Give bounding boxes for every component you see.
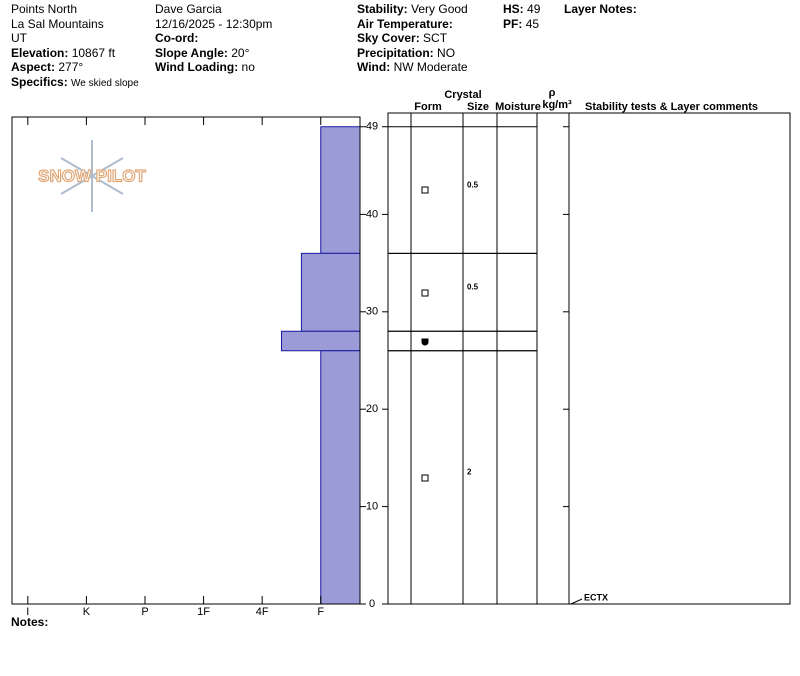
field-label: Wind: [357, 60, 391, 75]
y-tick-label: 30 [366, 306, 378, 318]
x-tick-label: 1F [197, 606, 210, 618]
header-field: UT [11, 31, 27, 45]
x-tick-label: I [26, 606, 29, 618]
y-tick-label: 40 [366, 208, 378, 220]
field-value: NO [437, 45, 456, 60]
field-label: Slope Angle: [155, 45, 228, 60]
field-value: Very Good [411, 2, 468, 16]
test-arrow [570, 598, 583, 605]
field-value: Points North [11, 2, 78, 16]
field-value: 20° [231, 45, 250, 60]
field-label: Elevation: [11, 45, 69, 60]
field-value: We skied slope [71, 78, 139, 89]
notes-label: Notes: [11, 615, 48, 629]
col-header: Moisture [495, 101, 541, 113]
col-header: Stability tests & Layer comments [585, 101, 758, 113]
y-tick-label: 49 [366, 121, 378, 133]
header-field: Precipitation: NO [357, 46, 455, 60]
field-label: Specifics: [11, 75, 68, 89]
field-label: Sky Cover: [357, 31, 420, 46]
y-tick-label: 0 [369, 598, 375, 610]
hardness-bar [320, 350, 361, 605]
logo-text: SNOW PILOT [38, 166, 146, 185]
hardness-bar [280, 330, 361, 352]
y-tick-label: 20 [366, 403, 378, 415]
col-header: Form [414, 101, 442, 113]
header-field: Slope Angle: 20° [155, 46, 249, 60]
form-symbols [421, 186, 429, 482]
header-field: Aspect: 277° [11, 60, 83, 74]
col-header: ρ [549, 87, 556, 99]
field-value: SCT [423, 31, 448, 46]
field-value: no [241, 60, 255, 75]
field-label: HS: [503, 2, 524, 16]
header-field: Stability: Very Good [357, 2, 468, 16]
test-label: ECTX [584, 592, 608, 602]
header-field: Co-ord: [155, 31, 198, 45]
hardness-bar [320, 126, 361, 254]
field-value: 49 [527, 2, 541, 16]
header-field: Elevation: 10867 ft [11, 46, 115, 60]
header-field: Dave Garcia [155, 2, 222, 16]
field-value: UT [11, 31, 27, 46]
field-value: 12/16/2025 - 12:30pm [155, 16, 273, 31]
header-field: Points North [11, 2, 77, 16]
field-label: PF: [503, 16, 523, 31]
field-label: Co-ord: [155, 31, 199, 46]
col-header: Crystal [444, 89, 481, 101]
x-tick-label: 4F [256, 606, 269, 618]
field-label: Wind Loading: [155, 60, 239, 75]
crystal-size: 0.5 [467, 283, 479, 292]
col-header: kg/m³ [542, 99, 572, 111]
header-field: Wind: NW Moderate [357, 60, 468, 74]
logo [60, 140, 124, 212]
header-field: 12/16/2025 - 12:30pm [155, 17, 272, 31]
plot-frame [11, 116, 361, 605]
crystal-size: 0.5 [467, 180, 479, 189]
x-tick-label: K [83, 606, 91, 618]
header-field: Air Temperature: [357, 17, 453, 31]
field-label: Air Temperature: [357, 16, 453, 31]
field-value: Dave Garcia [155, 2, 222, 16]
table-frame [387, 112, 791, 605]
hardness-bar [300, 252, 361, 332]
header-field: PF: 45 [503, 17, 539, 31]
field-label: Precipitation: [357, 45, 434, 60]
header-field: Wind Loading: no [155, 60, 255, 74]
col-header: Size [467, 101, 489, 113]
crystal-size: 2 [467, 468, 472, 477]
header: Points North La Sal Mountains UT Elevation:… [0, 0, 800, 95]
header-field: Sky Cover: SCT [357, 31, 447, 45]
header-field: HS: 49 [503, 2, 540, 16]
field-label: Aspect: [11, 60, 56, 75]
header-field: Layer Notes: [564, 2, 637, 16]
field-value: NW Moderate [393, 60, 468, 75]
header-field: La Sal Mountains [11, 17, 104, 31]
field-label: Layer Notes: [564, 2, 637, 16]
field-value: 10867 ft [71, 45, 116, 60]
field-value: 45 [525, 16, 540, 31]
header-field: Specifics: We skied slope [11, 75, 139, 89]
y-tick-label: 10 [366, 501, 378, 513]
x-tick-label: F [317, 606, 324, 618]
field-value: 277° [58, 60, 84, 75]
x-tick-label: P [141, 606, 148, 618]
field-value: La Sal Mountains [11, 16, 104, 31]
field-label: Stability: [357, 2, 408, 16]
